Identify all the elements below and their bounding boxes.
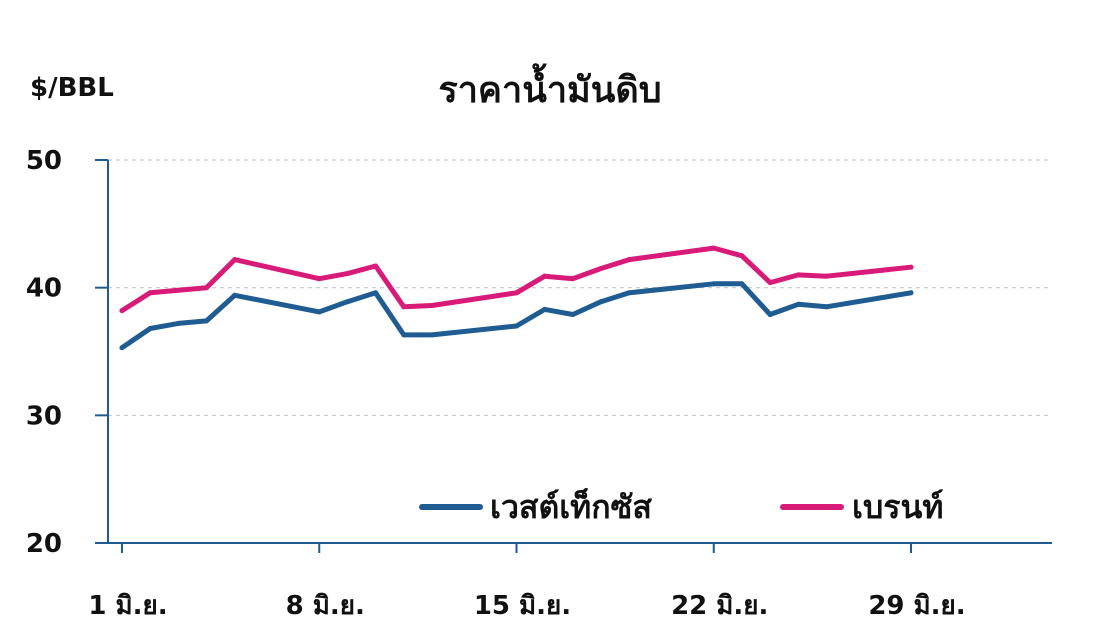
data-point <box>119 345 125 351</box>
data-point <box>739 253 745 259</box>
data-point <box>232 292 238 298</box>
data-point <box>739 281 745 287</box>
gridlines <box>108 159 1052 416</box>
data-point <box>514 290 519 296</box>
data-point <box>598 266 604 272</box>
y-tick-label: 50 <box>26 146 62 176</box>
data-point <box>401 304 407 310</box>
data-point <box>542 273 548 279</box>
data-point <box>570 276 576 282</box>
series <box>119 245 914 351</box>
data-point <box>373 263 379 269</box>
data-point <box>147 326 153 332</box>
data-point <box>823 304 829 310</box>
x-tick-label: 1 มิ.ย. <box>88 591 167 621</box>
data-point <box>119 308 125 314</box>
data-point <box>711 281 717 287</box>
series-line-1 <box>119 245 914 314</box>
data-point <box>344 271 350 277</box>
data-point <box>767 280 773 286</box>
data-point <box>175 287 181 293</box>
chart-title: ราคาน้ำมันดิบ <box>438 63 661 111</box>
data-point <box>626 257 632 263</box>
data-point <box>344 299 350 305</box>
data-point <box>175 320 181 326</box>
data-point <box>795 272 801 278</box>
legend: เวสต์เท็กซัส เบรนท์ <box>419 487 943 526</box>
data-point <box>570 311 576 317</box>
y-tick-label: 20 <box>26 529 62 559</box>
data-point <box>316 276 322 282</box>
x-tick-label: 15 มิ.ย. <box>474 591 571 621</box>
data-point <box>626 290 632 296</box>
data-point <box>908 290 914 296</box>
data-point <box>795 301 801 307</box>
x-tick-label: 22 มิ.ย. <box>671 591 768 621</box>
data-point <box>204 285 210 291</box>
legend-label-0: เวสต์เท็กซัส <box>490 487 652 526</box>
data-point <box>147 290 153 296</box>
y-axis-unit-label: $/BBL <box>30 73 114 103</box>
data-point <box>542 306 548 312</box>
data-point <box>908 264 914 270</box>
data-point <box>711 245 717 251</box>
data-point <box>514 323 519 329</box>
data-point <box>767 311 773 317</box>
data-point <box>232 257 238 263</box>
data-point <box>823 273 829 279</box>
legend-label-1: เบรนท์ <box>852 488 943 526</box>
y-tick-label: 40 <box>26 274 62 304</box>
data-point <box>598 299 604 305</box>
axes <box>95 160 1052 544</box>
data-point <box>316 309 322 315</box>
y-tick-label: 30 <box>26 401 62 431</box>
data-point <box>429 332 435 338</box>
data-point <box>429 303 435 309</box>
data-point <box>401 332 407 338</box>
x-tick-label: 29 มิ.ย. <box>868 591 965 621</box>
y-ticks: 20 30 40 50 <box>26 146 108 559</box>
x-ticks: 1 มิ.ย. 8 มิ.ย. 15 มิ.ย. 22 มิ.ย. 29 มิ.ย. <box>88 543 966 621</box>
x-tick-label: 8 มิ.ย. <box>286 591 365 621</box>
data-point <box>204 318 210 324</box>
data-point <box>373 290 379 296</box>
